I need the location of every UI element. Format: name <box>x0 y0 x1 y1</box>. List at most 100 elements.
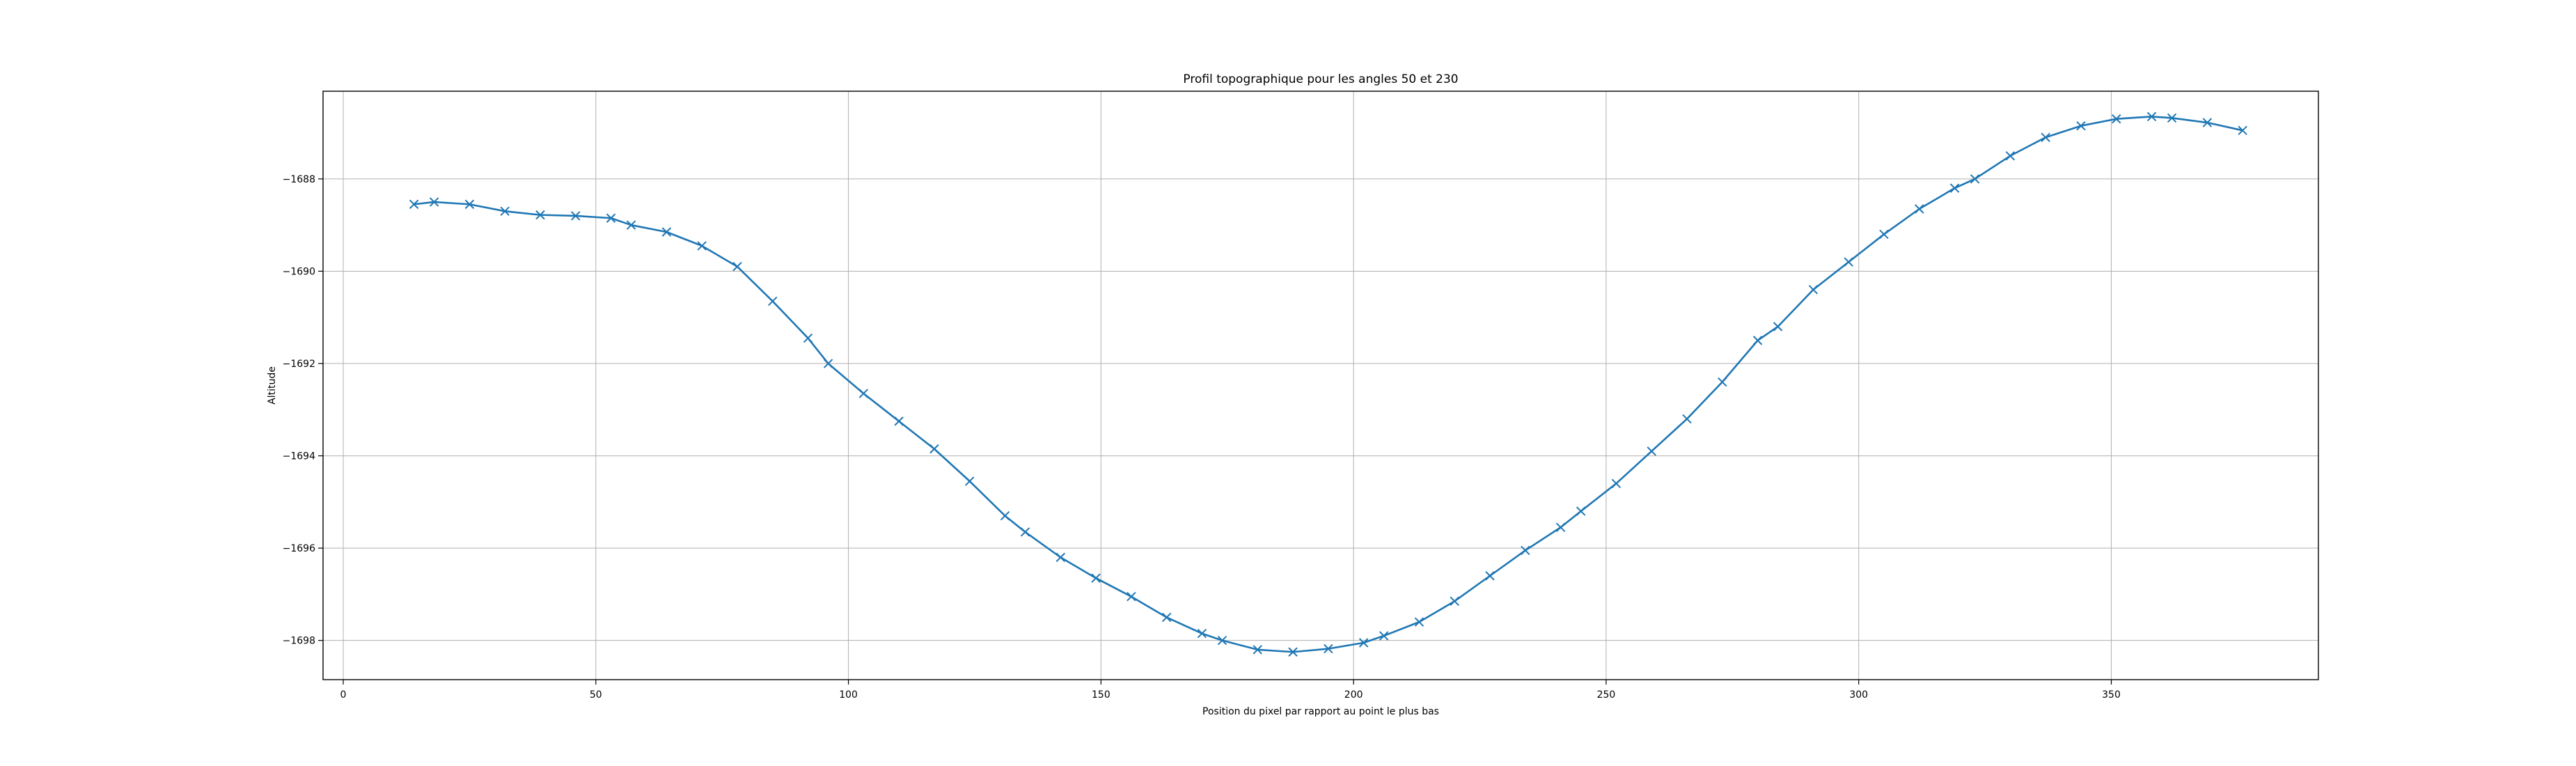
data-point-marker <box>2041 132 2050 142</box>
marker-stroke <box>1879 229 1889 240</box>
marker-stroke <box>2112 114 2121 124</box>
y-tick-label: −1696 <box>283 543 315 554</box>
data-point-marker <box>1949 183 1960 193</box>
data-point-marker <box>1091 573 1101 583</box>
data-point-marker <box>2238 125 2247 136</box>
data-point-marker <box>1126 591 1136 602</box>
data-point-marker <box>1576 506 1586 516</box>
data-point-marker <box>1844 257 1853 267</box>
data-point-marker <box>803 333 813 343</box>
marker-stroke <box>929 444 939 454</box>
data-point-marker <box>1450 596 1459 607</box>
y-axis-label: Altitude <box>267 366 278 405</box>
marker-stroke <box>1020 527 1030 537</box>
data-point-marker <box>1000 511 1010 521</box>
plot-frame <box>322 91 2319 680</box>
marker-stroke <box>500 206 510 217</box>
marker-stroke <box>1379 631 1389 641</box>
marker-stroke <box>1718 377 1727 387</box>
grid <box>323 91 2318 680</box>
data-point-marker <box>535 210 545 220</box>
marker-stroke <box>1808 285 1819 295</box>
data-point-marker <box>2146 111 2157 122</box>
marker-stroke <box>1288 647 1298 657</box>
data-point-marker <box>661 227 672 237</box>
data-point-marker <box>1161 612 1172 623</box>
marker-stroke <box>2005 151 2016 161</box>
x-tick-label: 350 <box>2102 689 2121 701</box>
marker-stroke <box>535 210 545 220</box>
data-point-marker <box>1970 174 1980 184</box>
data-series <box>409 111 2247 657</box>
marker-stroke <box>429 197 439 207</box>
marker-stroke <box>768 296 778 306</box>
marker-stroke <box>1217 635 1227 646</box>
marker-stroke <box>1485 571 1495 581</box>
marker-stroke <box>1752 336 1763 345</box>
marker-stroke <box>1682 414 1692 424</box>
x-tick-label: 250 <box>1597 689 1616 701</box>
data-point-marker <box>2167 113 2177 123</box>
data-point-marker <box>1020 527 1030 537</box>
marker-stroke <box>1521 545 1530 556</box>
data-point-marker <box>1358 638 1369 648</box>
data-point-marker <box>1379 631 1389 641</box>
y-tick-label: −1688 <box>283 174 315 185</box>
data-point-marker <box>1718 377 1727 387</box>
marker-stroke <box>2146 111 2157 122</box>
marker-stroke <box>1576 506 1586 516</box>
data-point-marker <box>894 416 904 426</box>
marker-stroke <box>1555 522 1566 533</box>
data-point-marker <box>1217 635 1227 646</box>
data-point-marker <box>1055 552 1066 563</box>
marker-stroke <box>894 416 904 426</box>
x-tick-label: 150 <box>1092 689 1110 701</box>
marker-stroke <box>409 199 419 210</box>
marker-stroke <box>2202 118 2213 127</box>
marker-stroke <box>2076 120 2086 131</box>
marker-stroke <box>1844 257 1853 267</box>
data-point-marker <box>606 213 616 223</box>
marker-stroke <box>1161 612 1172 623</box>
data-point-marker <box>1555 522 1566 533</box>
marker-stroke <box>823 359 833 368</box>
marker-stroke <box>1970 174 1980 184</box>
marker-stroke <box>1773 322 1783 331</box>
x-tick-label: 100 <box>839 689 858 701</box>
marker-stroke <box>965 476 975 486</box>
marker-stroke <box>464 199 475 210</box>
data-point-marker <box>1647 446 1656 456</box>
marker-stroke <box>1126 591 1136 602</box>
data-point-marker <box>409 199 419 210</box>
marker-stroke <box>2167 113 2177 123</box>
y-tick-label: −1692 <box>283 359 315 370</box>
marker-stroke <box>606 213 616 223</box>
marker-stroke <box>1197 629 1207 639</box>
marker-stroke <box>732 262 742 272</box>
data-point-marker <box>823 359 833 368</box>
data-point-marker <box>1773 322 1783 331</box>
data-point-marker <box>429 197 439 207</box>
marker-stroke <box>2041 132 2050 142</box>
marker-stroke <box>626 220 636 230</box>
data-point-marker <box>965 476 975 486</box>
data-point-marker <box>1324 643 1333 654</box>
data-point-marker <box>697 241 707 251</box>
data-point-marker <box>1611 478 1621 489</box>
data-point-marker <box>626 220 636 230</box>
marker-stroke <box>1000 511 1010 521</box>
marker-stroke <box>2238 125 2247 136</box>
marker-stroke <box>1324 643 1333 654</box>
marker-stroke <box>1091 573 1101 583</box>
marker-stroke <box>1450 596 1459 607</box>
marker-stroke <box>1647 446 1656 456</box>
marker-stroke <box>1252 645 1263 655</box>
y-tick-label: −1694 <box>283 451 315 462</box>
marker-stroke <box>661 227 672 237</box>
data-point-marker <box>2202 118 2213 127</box>
data-point-marker <box>1682 414 1692 424</box>
marker-stroke <box>1414 617 1424 627</box>
marker-stroke <box>1055 552 1066 563</box>
data-point-marker <box>2112 114 2121 124</box>
